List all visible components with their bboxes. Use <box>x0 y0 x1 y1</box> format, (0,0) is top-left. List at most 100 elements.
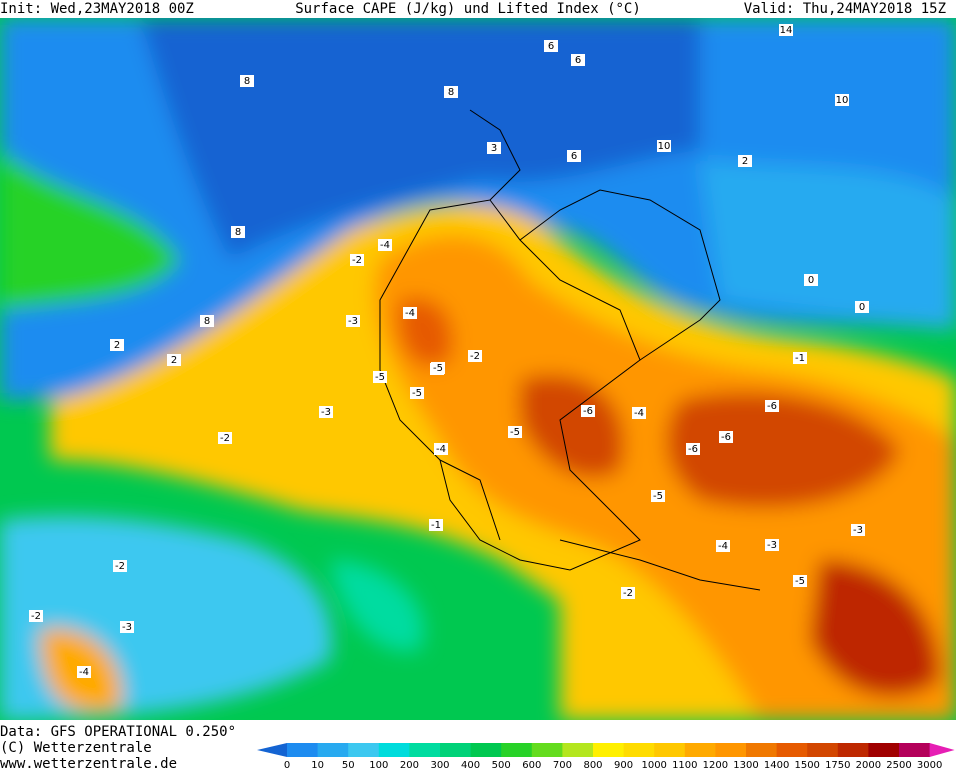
copyright: (C) Wetterzentrale <box>0 740 152 756</box>
colorbar-tick-label: 1750 <box>825 760 850 770</box>
label-box <box>167 354 181 366</box>
contour-label: -5 <box>375 372 385 383</box>
colorbar-tick-label: 2000 <box>856 760 881 770</box>
colorbar-tick-label: 1200 <box>703 760 728 770</box>
label-box <box>434 443 448 455</box>
contour-label: -6 <box>721 432 731 443</box>
contour-label: -1 <box>795 353 805 364</box>
label-box <box>120 621 134 633</box>
colorbar: 0 10 50 100 200 300 400 500 600 700 800 900 1000 1100… <box>257 743 955 770</box>
contour-labels: 8 8 8 6 3 2 14 10 8 10 6 6 2 2 0 0 -4 -2 -3 -4 -5 -5 -6 -6 -5 -5 -… <box>29 24 869 678</box>
label-box <box>621 587 635 599</box>
contour-label: -4 <box>634 408 644 419</box>
contour-label: -3 <box>321 407 331 418</box>
label-box <box>765 400 779 412</box>
contour-label: -4 <box>405 308 415 319</box>
label-box <box>410 387 424 399</box>
colorbar-tick-label: 3000 <box>917 760 942 770</box>
contour-label: -2 <box>352 255 362 266</box>
colorbar-tick-label: 1000 <box>641 760 666 770</box>
contour-label: 3 <box>491 143 497 154</box>
contour-label: 0 <box>808 275 814 286</box>
colorbar-segment <box>868 743 900 757</box>
label-box <box>378 239 392 251</box>
contour-label: -4 <box>718 541 728 552</box>
label-box <box>716 540 730 552</box>
label-box <box>851 524 865 536</box>
label-box <box>240 75 254 87</box>
label-box <box>657 140 671 152</box>
colorbar-segment <box>531 743 563 757</box>
label-box <box>200 315 214 327</box>
colorbar-segment <box>593 743 625 757</box>
colorbar-segment <box>287 743 319 757</box>
contour-label: 8 <box>204 316 210 327</box>
map <box>0 18 956 720</box>
colorbar-tick-label: 0 <box>284 760 290 770</box>
label-box <box>77 666 91 678</box>
label-box <box>373 371 387 383</box>
label-box <box>468 350 482 362</box>
label-box <box>487 142 501 154</box>
colorbar-tick-label: 800 <box>583 760 602 770</box>
colorbar-segment <box>715 743 747 757</box>
label-box <box>544 40 558 52</box>
contour-label: -2 <box>220 433 230 444</box>
contour-label: 2 <box>114 340 120 351</box>
colorbar-segment <box>409 743 441 757</box>
contour-label: -5 <box>510 427 520 438</box>
colorbar-segment <box>378 743 410 757</box>
contour-label: -2 <box>470 351 480 362</box>
colorbar-tick-label: 600 <box>522 760 541 770</box>
contour-label: -5 <box>795 576 805 587</box>
valid-time: Valid: Thu,24MAY2018 15Z <box>744 1 946 17</box>
label-box <box>765 539 779 551</box>
contour-label: -5 <box>412 388 422 399</box>
data-source: Data: GFS OPERATIONAL 0.250° <box>0 724 236 740</box>
label-box <box>29 610 43 622</box>
contour-label: 10 <box>658 141 671 152</box>
label-box <box>855 301 869 313</box>
colorbar-segment <box>899 743 931 757</box>
website: www.wetterzentrale.de <box>0 756 177 770</box>
label-box <box>793 575 807 587</box>
colorbar-tick-label: 10 <box>311 760 324 770</box>
colorbar-segment <box>348 743 380 757</box>
colorbar-segment <box>807 743 839 757</box>
colorbar-tick-label: 300 <box>430 760 449 770</box>
contour-label: -3 <box>348 316 358 327</box>
contour-label: 6 <box>575 55 581 66</box>
label-box <box>218 432 232 444</box>
colorbar-segment <box>684 743 716 757</box>
label-box <box>686 443 700 455</box>
colorbar-tick-label: 1100 <box>672 760 697 770</box>
label-box <box>350 254 364 266</box>
colorbar-segment <box>470 743 502 757</box>
map-title: Surface CAPE (J/kg) und Lifted Index (°C… <box>295 1 641 17</box>
contour-label: -2 <box>115 561 125 572</box>
colorbar-tick-label: 900 <box>614 760 633 770</box>
contour-label: 8 <box>244 76 250 87</box>
colorbar-tick-label: 1400 <box>764 760 789 770</box>
contour-label: -3 <box>767 540 777 551</box>
colorbar-arrow <box>257 743 287 757</box>
contour-label: -2 <box>623 588 633 599</box>
contour-label: 14 <box>780 25 793 36</box>
colorbar-segment <box>654 743 686 757</box>
colorbar-segment <box>562 743 594 757</box>
colorbar-tick-label: 50 <box>342 760 355 770</box>
colorbar-segment <box>440 743 472 757</box>
contour-label: 2 <box>171 355 177 366</box>
label-box <box>567 150 581 162</box>
colorbar-tick-label: 700 <box>553 760 572 770</box>
colorbar-segment <box>837 743 869 757</box>
colorbar-tick-label: 200 <box>400 760 419 770</box>
label-box <box>738 155 752 167</box>
contour-label: 6 <box>548 41 554 52</box>
contour-label: -3 <box>122 622 132 633</box>
label-box <box>403 307 417 319</box>
contour-label: 10 <box>836 95 849 106</box>
label-box <box>835 94 849 106</box>
label-box <box>431 362 445 374</box>
label-box <box>508 426 522 438</box>
